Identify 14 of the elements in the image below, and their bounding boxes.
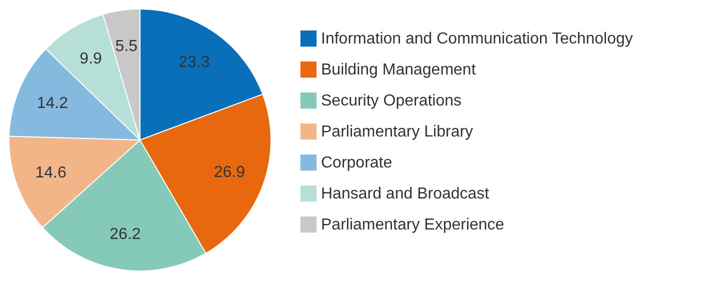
legend-label: Information and Communication Technology: [321, 30, 633, 48]
data-label: 14.6: [35, 164, 66, 182]
legend-label: Corporate: [321, 154, 392, 172]
legend-label: Security Operations: [321, 92, 462, 110]
data-label: 26.9: [214, 164, 246, 182]
legend-label: Parliamentary Library: [321, 124, 474, 140]
legend-label: Building Management: [321, 62, 476, 78]
legend-label: Parliamentary Experience: [321, 216, 504, 234]
data-label: 14.2: [36, 95, 68, 112]
data-label: 23.3: [178, 54, 210, 71]
data-label: 5.5: [115, 38, 138, 55]
data-label: 9.9: [80, 50, 102, 68]
legend-label: Hansard and Broadcast: [321, 186, 490, 202]
data-label: 26.2: [110, 226, 141, 243]
